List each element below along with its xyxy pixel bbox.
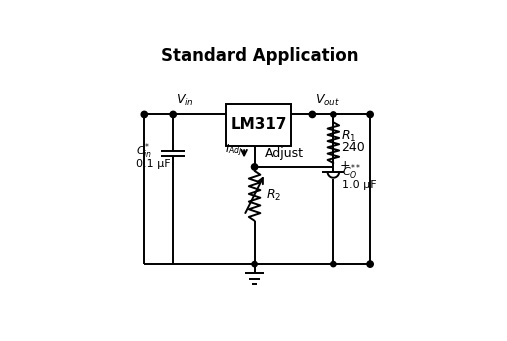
FancyBboxPatch shape (226, 104, 292, 146)
Text: +: + (340, 159, 350, 172)
Text: 1.0 μF: 1.0 μF (342, 180, 376, 190)
Circle shape (251, 164, 258, 170)
Text: $V_{in}$: $V_{in}$ (176, 92, 194, 107)
Circle shape (170, 112, 176, 117)
Text: Adjust: Adjust (265, 147, 304, 160)
Circle shape (141, 112, 147, 117)
Text: $C_{in}^{*}$: $C_{in}^{*}$ (136, 142, 153, 161)
Text: 0.1 μF: 0.1 μF (136, 159, 171, 169)
Circle shape (367, 112, 373, 117)
Circle shape (367, 261, 373, 267)
Text: $I_{Adj}$: $I_{Adj}$ (225, 143, 243, 159)
Circle shape (331, 112, 336, 117)
Text: $R_2$: $R_2$ (266, 188, 282, 203)
Text: Standard Application: Standard Application (161, 47, 358, 65)
Text: $R_1$: $R_1$ (341, 129, 356, 144)
Text: LM317: LM317 (230, 117, 287, 132)
Circle shape (309, 112, 315, 117)
Circle shape (331, 262, 336, 267)
Text: $C_O^{**}$: $C_O^{**}$ (342, 162, 361, 182)
Text: 240: 240 (341, 142, 365, 154)
Text: $V_{out}$: $V_{out}$ (315, 92, 340, 107)
Circle shape (252, 262, 257, 267)
